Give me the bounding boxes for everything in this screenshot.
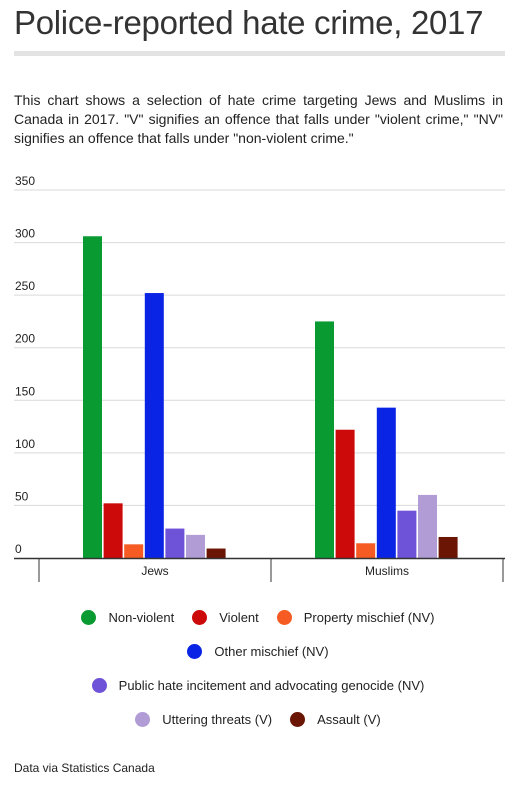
legend-swatch (81, 609, 97, 625)
y-tick-label: 300 (15, 227, 35, 241)
bar-muslims-2 (356, 543, 376, 558)
legend-item[interactable]: Non-violent (81, 609, 175, 625)
x-axis: Jews Muslims (14, 557, 505, 582)
legend-swatch (91, 677, 107, 693)
bar-jews-5 (186, 534, 205, 558)
legend-label: Assault (V) (317, 711, 381, 727)
chart-title: Police-reported hate crime, 2017 (14, 4, 484, 41)
y-tick-label: 50 (15, 489, 29, 503)
bar-jews-0 (83, 236, 102, 558)
legend-label: Uttering threats (V) (162, 711, 273, 727)
legend-label: Non-violent (108, 609, 175, 625)
y-tick-label: 250 (15, 279, 35, 293)
legend-swatch (276, 609, 292, 625)
bar-muslims-4 (397, 510, 417, 558)
bars (83, 236, 458, 558)
legend-item[interactable]: Uttering threats (V) (135, 711, 273, 727)
legend-swatch (290, 711, 306, 727)
source-note: Data via Statistics Canada (14, 761, 155, 775)
bar-muslims-1 (335, 429, 355, 558)
bar-jews-2 (124, 544, 144, 558)
title-divider (14, 51, 505, 56)
legend-label: Other mischief (NV) (214, 643, 329, 659)
legend-row: Non-violent Violent Property mischief (NV) (0, 600, 516, 634)
x-category-label: Muslims (365, 564, 409, 578)
bar-jews-3 (144, 293, 164, 558)
legend-swatch (192, 609, 208, 625)
y-tick-label: 150 (15, 384, 35, 398)
bar-muslims-3 (376, 407, 396, 558)
x-category-label: Jews (141, 564, 168, 578)
bar-jews-4 (165, 528, 185, 558)
legend-item[interactable]: Public hate incitement and advocating ge… (91, 677, 425, 693)
y-tick-label: 200 (15, 332, 35, 346)
legend: Non-violent Violent Property mischief (NV)… (0, 600, 516, 736)
legend-item[interactable]: Assault (V) (290, 711, 381, 727)
y-tick-label: 100 (15, 437, 35, 451)
bar-muslims-6 (438, 536, 458, 558)
y-tick-label: 0 (15, 542, 22, 556)
legend-label: Public hate incitement and advocating ge… (118, 677, 425, 693)
legend-item[interactable]: Other mischief (NV) (187, 643, 329, 659)
bar-muslims-5 (418, 494, 437, 558)
legend-item[interactable]: Violent (192, 609, 259, 625)
legend-label: Property mischief (NV) (303, 609, 435, 625)
legend-row: Other mischief (NV) (0, 634, 516, 668)
legend-row: Uttering threats (V) Assault (V) (0, 702, 516, 736)
bar-muslims-0 (315, 321, 334, 558)
legend-item[interactable]: Property mischief (NV) (276, 609, 435, 625)
legend-swatch (187, 643, 203, 659)
legend-label: Violent (219, 609, 259, 625)
chart-description: This chart shows a selection of hate cri… (14, 92, 503, 146)
bar-jews-1 (103, 503, 123, 558)
bar-chart: 0 50 100 150 200 250 300 350 Jews Muslims (14, 174, 505, 582)
bar-jews-6 (206, 548, 226, 558)
legend-swatch (135, 711, 151, 727)
legend-row: Public hate incitement and advocating ge… (0, 668, 516, 702)
y-tick-label: 350 (15, 174, 35, 188)
